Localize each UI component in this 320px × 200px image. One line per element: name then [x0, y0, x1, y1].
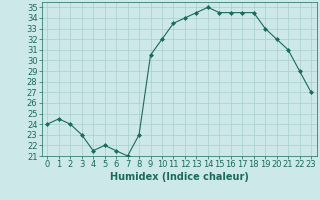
X-axis label: Humidex (Indice chaleur): Humidex (Indice chaleur) [110, 172, 249, 182]
